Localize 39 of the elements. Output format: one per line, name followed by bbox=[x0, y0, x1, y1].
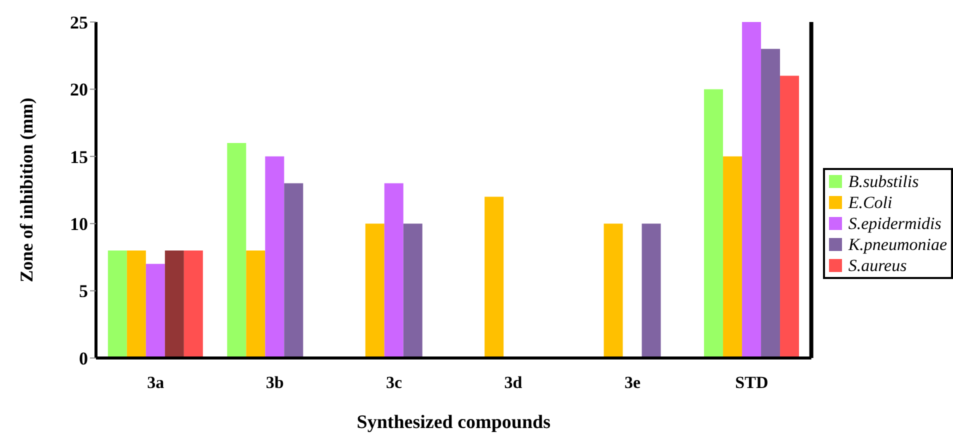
x-tick-label: STD bbox=[735, 373, 768, 392]
legend-label: S.epidermidis bbox=[848, 212, 942, 234]
bar bbox=[227, 142, 246, 358]
legend-label: S.aureus bbox=[848, 254, 907, 276]
bar bbox=[184, 250, 203, 358]
legend-label: K.pneumoniae bbox=[848, 234, 947, 254]
bar bbox=[761, 48, 780, 358]
bar bbox=[723, 156, 742, 358]
x-tick-label: 3d bbox=[504, 373, 523, 392]
y-tick-label: 0 bbox=[79, 348, 88, 368]
bar bbox=[704, 89, 724, 358]
y-tick-label: 25 bbox=[70, 12, 88, 32]
x-tick-label: 3a bbox=[147, 373, 165, 392]
bar bbox=[484, 196, 504, 358]
bar bbox=[403, 224, 422, 358]
bar bbox=[365, 224, 384, 358]
bar bbox=[780, 76, 800, 358]
bar bbox=[642, 224, 661, 358]
y-tick-label: 15 bbox=[70, 146, 88, 167]
bar bbox=[604, 224, 623, 358]
legend-label: B.substilis bbox=[848, 170, 919, 192]
y-tick-label: 5 bbox=[79, 281, 88, 302]
x-tick-label: 3c bbox=[386, 373, 403, 392]
bar bbox=[126, 250, 146, 358]
bar bbox=[265, 156, 284, 358]
bar bbox=[284, 183, 304, 358]
bar bbox=[742, 22, 762, 358]
x-tick-label: 3b bbox=[266, 373, 284, 392]
bar bbox=[146, 264, 165, 358]
y-axis-title: Zone of inhibition (mm) bbox=[16, 98, 36, 282]
x-axis-title: Synthesized compounds bbox=[356, 412, 551, 433]
bar bbox=[108, 250, 127, 358]
bar bbox=[384, 183, 404, 358]
x-tick-label: 3e bbox=[624, 373, 641, 392]
legend-label: E.Coli bbox=[848, 192, 892, 212]
y-tick-label: 10 bbox=[70, 214, 88, 234]
bar bbox=[246, 250, 266, 358]
y-tick-label: 20 bbox=[70, 80, 88, 100]
bar bbox=[164, 250, 184, 358]
